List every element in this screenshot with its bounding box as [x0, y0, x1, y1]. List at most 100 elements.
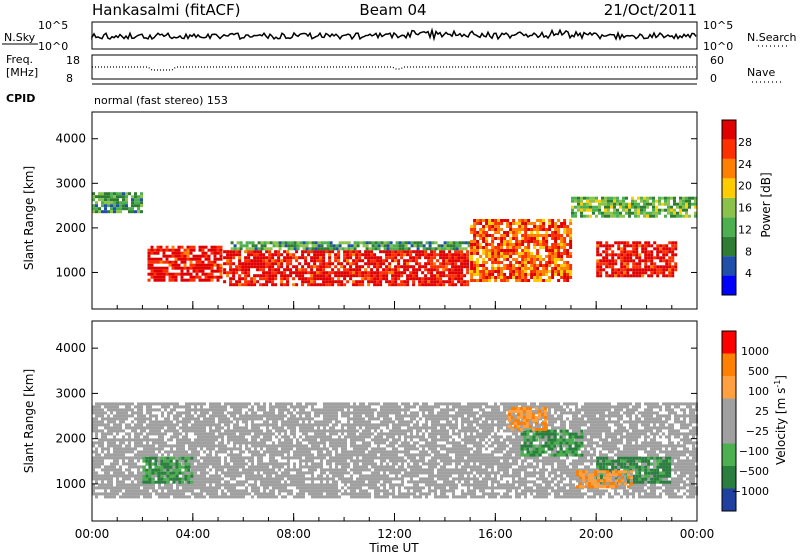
data-cell: [301, 271, 305, 275]
data-cell: [263, 489, 266, 493]
data-cell: [647, 265, 651, 269]
data-cell: [293, 420, 296, 424]
data-cell: [434, 247, 438, 251]
data-cell: [269, 444, 272, 448]
data-cell: [233, 495, 236, 499]
data-cell: [170, 450, 173, 454]
data-cell: [198, 266, 202, 270]
data-cell: [223, 256, 227, 260]
data-cell: [557, 279, 561, 282]
data-cell: [215, 462, 218, 466]
data-cell: [212, 465, 215, 469]
data-cell: [338, 462, 341, 466]
data-cell: [337, 283, 341, 287]
data-cell: [365, 426, 368, 430]
data-cell: [395, 471, 398, 475]
data-cell: [610, 211, 613, 215]
data-cell: [353, 420, 356, 424]
data-cell: [631, 199, 634, 203]
data-cell: [388, 280, 392, 284]
data-cell: [113, 486, 116, 490]
data-cell: [95, 414, 98, 418]
data-cell: [356, 456, 359, 460]
data-cell: [311, 459, 314, 463]
data-cell: [287, 426, 290, 430]
data-cell: [110, 210, 113, 214]
data-cell: [95, 417, 98, 421]
data-cell: [569, 240, 573, 243]
data-cell: [341, 474, 344, 478]
data-cell: [421, 277, 425, 281]
data-cell: [344, 477, 347, 481]
data-cell: [557, 270, 561, 273]
data-cell: [257, 468, 260, 472]
data-cell: [494, 258, 498, 261]
data-cell: [299, 426, 302, 430]
data-cell: [599, 262, 603, 266]
data-cell: [209, 405, 212, 409]
data-cell: [299, 444, 302, 448]
data-cell: [671, 274, 675, 278]
data-cell: [467, 241, 471, 245]
data-cell: [146, 447, 149, 451]
data-cell: [395, 241, 399, 245]
data-cell: [281, 414, 284, 418]
data-cell: [140, 426, 143, 430]
data-cell: [131, 450, 134, 454]
data-cell: [482, 225, 486, 228]
data-cell: [539, 243, 543, 246]
data-cell: [128, 210, 131, 214]
data-cell: [682, 199, 685, 203]
data-cell: [311, 444, 314, 448]
data-cell: [301, 250, 305, 254]
data-cell: [682, 214, 685, 218]
data-cell: [314, 402, 317, 406]
data-cell: [368, 414, 371, 418]
data-cell: [644, 256, 648, 260]
data-cell: [180, 260, 184, 264]
data-cell: [268, 253, 272, 257]
data-cell: [344, 241, 348, 245]
data-cell: [128, 438, 131, 442]
data-cell: [580, 214, 583, 218]
data-cell: [409, 277, 413, 281]
data-cell: [650, 268, 654, 272]
data-cell: [527, 240, 531, 243]
data-cell: [350, 426, 353, 430]
data-cell: [242, 429, 245, 433]
data-cell: [410, 241, 414, 245]
data-cell: [515, 279, 519, 282]
data-cell: [113, 444, 116, 448]
data-cell: [533, 276, 537, 279]
data-cell: [569, 246, 573, 249]
data-cell: [365, 423, 368, 427]
data-cell: [197, 486, 200, 490]
data-cell: [337, 250, 341, 254]
data-cell: [482, 234, 486, 237]
data-cell: [197, 423, 200, 427]
data-cell: [290, 244, 294, 248]
data-cell: [128, 414, 131, 418]
data-cell: [601, 214, 604, 218]
data-cell: [295, 268, 299, 272]
data-cell: [140, 417, 143, 421]
data-cell: [394, 256, 398, 260]
data-cell: [107, 438, 110, 442]
data-cell: [328, 253, 332, 257]
data-cell: [652, 202, 655, 206]
data-cell: [356, 465, 359, 469]
data-cell: [473, 252, 477, 255]
data-cell: [242, 435, 245, 439]
data-cell: [263, 450, 266, 454]
data-cell: [260, 244, 264, 248]
data-cell: [509, 267, 513, 270]
data-cell: [284, 241, 288, 245]
data-cell: [380, 241, 384, 245]
data-cell: [341, 438, 344, 442]
data-cell: [679, 205, 682, 209]
data-cell: [310, 268, 314, 272]
data-cell: [113, 417, 116, 421]
data-cell: [281, 462, 284, 466]
data-cell: [623, 250, 627, 254]
data-cell: [110, 417, 113, 421]
